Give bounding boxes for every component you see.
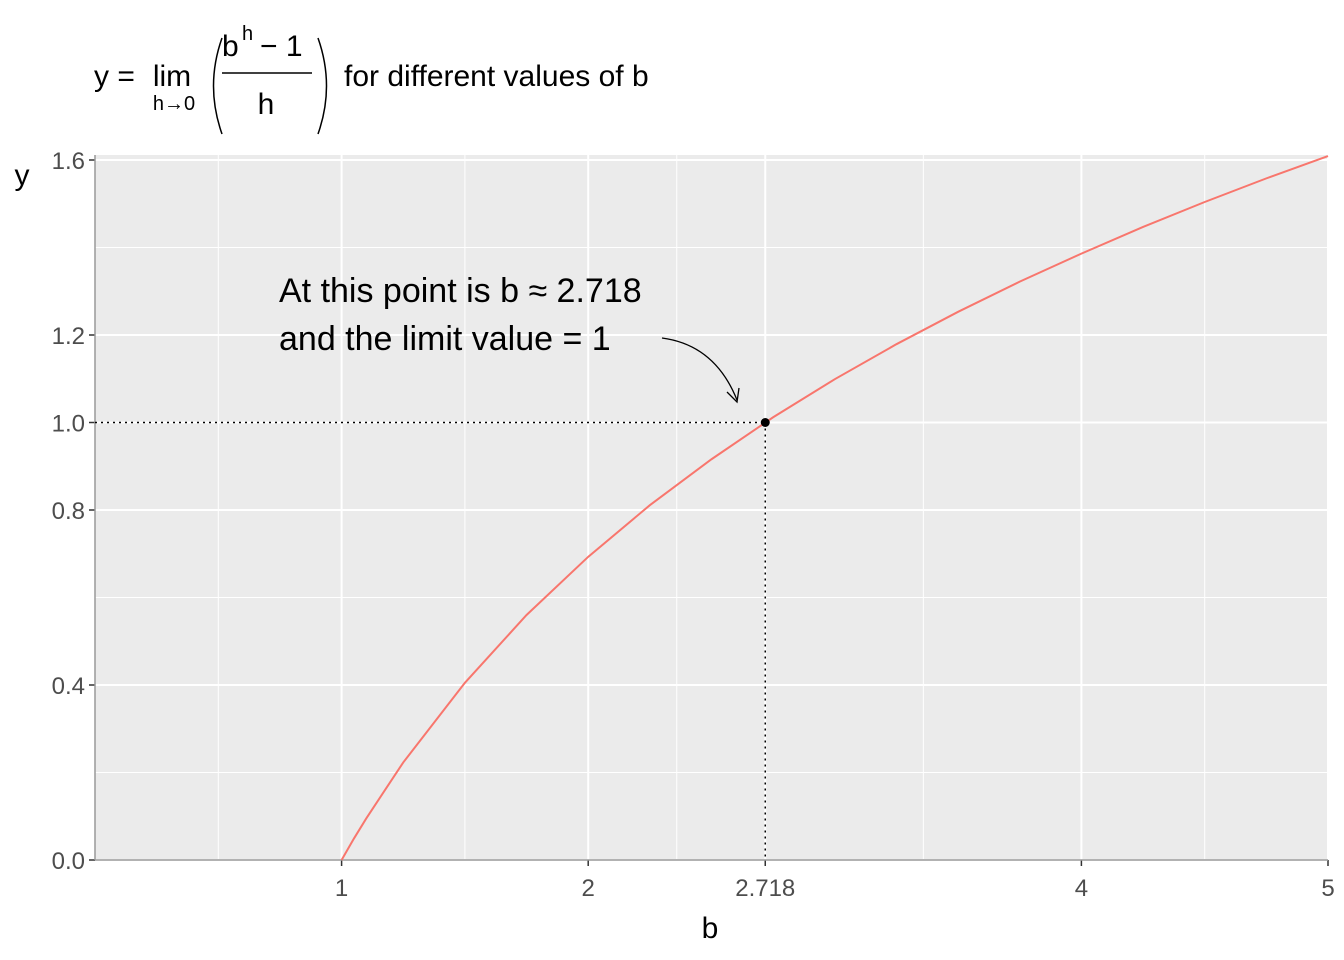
arrow-head: [726, 387, 740, 404]
y-tick-label: 0.4: [52, 673, 85, 700]
x-tick-label: 5: [1321, 875, 1334, 902]
marks: [95, 155, 1329, 861]
highlight-point: [760, 418, 770, 427]
title-operator: lim: [153, 60, 191, 93]
line: [340, 155, 1329, 861]
y-tick-label: 1.0: [52, 411, 85, 438]
title-denominator: h: [258, 88, 275, 121]
x-axis-title: b: [702, 912, 719, 945]
x-tick-label: 4: [1075, 875, 1088, 902]
annotation: At this point is b ≈ 2.718: [279, 272, 642, 310]
y-tick-label: 0.8: [52, 498, 85, 525]
y-tick-label: 1.2: [52, 323, 85, 350]
x-tick-label: 2.718: [735, 875, 795, 902]
arrow: [661, 337, 738, 401]
title-lhs: y =: [94, 60, 135, 93]
paren: [317, 37, 328, 135]
title-exponent: h: [242, 23, 253, 45]
y-tick-label: 1.6: [52, 148, 85, 175]
title-subscript: h→0: [153, 93, 195, 115]
paren: [212, 37, 223, 135]
title-text: for different values of b: [344, 60, 649, 93]
annotation: and the limit value = 1: [279, 320, 611, 358]
title-numerator-base: b: [222, 30, 239, 63]
panel: [95, 155, 1328, 860]
y-axis-title: y: [15, 159, 30, 192]
y-tick-label: 0.0: [52, 848, 85, 875]
x-tick-label: 1: [335, 875, 348, 902]
x-tick-label: 2: [582, 875, 595, 902]
title-numerator-rest: − 1: [260, 30, 303, 63]
title: y = lim h→0 b h − 1 h for different valu…: [94, 23, 649, 135]
